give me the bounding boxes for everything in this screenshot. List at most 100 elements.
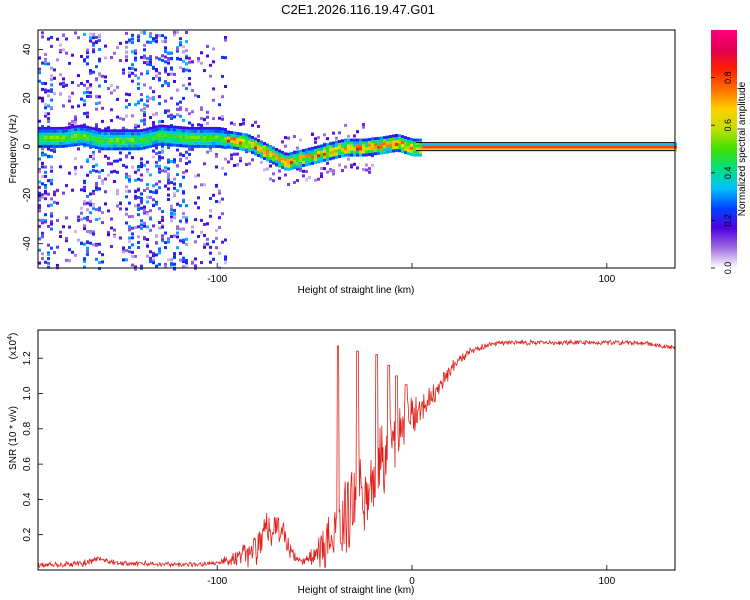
spectrogram-cell bbox=[206, 110, 209, 114]
spectrogram-cell bbox=[389, 147, 392, 150]
spectrogram-cell bbox=[56, 201, 59, 205]
spectrogram-cell bbox=[98, 206, 101, 210]
spectrogram-cell bbox=[314, 149, 317, 152]
spectrogram-cell bbox=[53, 147, 56, 151]
spectrogram-cell bbox=[161, 210, 164, 214]
spectrogram-cell bbox=[167, 84, 170, 88]
spectrogram-cell bbox=[608, 142, 611, 146]
spectrogram-cell bbox=[131, 67, 134, 70]
spectrogram-cell bbox=[467, 142, 470, 146]
spectrogram-cell bbox=[191, 141, 194, 145]
spectrogram-cell bbox=[317, 151, 320, 155]
spectrogram-cell bbox=[182, 212, 185, 215]
spectrogram-cell bbox=[197, 135, 200, 139]
spectrogram-cell bbox=[332, 156, 335, 160]
spectrogram-cell bbox=[200, 51, 203, 55]
spectrogram-cell bbox=[131, 141, 134, 145]
spectrogram-cell bbox=[44, 197, 47, 201]
spectrogram-cell bbox=[110, 226, 113, 230]
spectrogram-cell bbox=[86, 48, 89, 52]
spectrogram-cell bbox=[53, 76, 56, 80]
spectrogram-cell bbox=[110, 141, 113, 145]
spectrogram-cell bbox=[71, 81, 74, 84]
spectrogram-cell bbox=[329, 157, 332, 161]
spectrogram-cell bbox=[92, 136, 95, 140]
spectrogram-cell bbox=[161, 34, 164, 38]
spectrogram-cell bbox=[281, 156, 284, 160]
spectrogram-cell bbox=[41, 151, 44, 155]
spectrogram-cell bbox=[632, 148, 635, 152]
spectrogram-cell bbox=[50, 83, 53, 87]
spectrogram-cell bbox=[296, 179, 299, 182]
spectrogram-cell bbox=[164, 142, 167, 146]
spectrogram-cell bbox=[374, 149, 377, 153]
spectrogram-cell bbox=[140, 157, 143, 161]
spectrogram-cell bbox=[269, 157, 272, 160]
spectrogram-cell bbox=[62, 126, 65, 130]
spectrogram-cell bbox=[206, 141, 209, 145]
spectrogram-cell bbox=[179, 258, 182, 262]
spectrogram-cell bbox=[272, 146, 275, 150]
spectrogram-cell bbox=[383, 136, 386, 140]
spectrogram-cell bbox=[527, 142, 530, 146]
spectrogram-cell bbox=[230, 134, 233, 137]
spectrogram-cell bbox=[407, 152, 410, 155]
spectrogram-cell bbox=[161, 234, 164, 238]
spectrogram-cell bbox=[47, 117, 50, 120]
spectrogram-cell bbox=[182, 256, 185, 260]
spectrogram-cell bbox=[191, 230, 194, 234]
spectrogram-cell bbox=[47, 112, 50, 116]
spectrogram-cell bbox=[359, 144, 362, 148]
spectrogram-cell bbox=[92, 150, 95, 154]
spectrogram-cell bbox=[149, 86, 152, 90]
spectrogram-cell bbox=[239, 135, 242, 139]
spectrogram-cell bbox=[92, 127, 95, 131]
spectrogram-cell bbox=[233, 122, 236, 126]
spectrogram-cell bbox=[101, 221, 104, 225]
spectrogram-cell bbox=[563, 148, 566, 152]
spectrogram-cell bbox=[122, 71, 125, 75]
spectrogram-cell bbox=[524, 148, 527, 152]
spectrogram-cell bbox=[173, 234, 176, 238]
spectrogram-cell bbox=[245, 150, 248, 154]
spectrogram-cell bbox=[356, 153, 359, 157]
spectrogram-x-tick-label: -100 bbox=[207, 274, 227, 285]
spectrogram-cell bbox=[95, 169, 98, 173]
spectrogram-cell bbox=[161, 127, 164, 131]
spectrogram-cell bbox=[224, 36, 227, 39]
spectrogram-cell bbox=[152, 149, 155, 153]
spectrogram-cell bbox=[584, 148, 587, 152]
spectrogram-cell bbox=[47, 132, 50, 136]
spectrogram-cell bbox=[47, 94, 50, 98]
spectrogram-cell bbox=[272, 149, 275, 153]
spectrogram-cell bbox=[344, 147, 347, 151]
spectrogram-cell bbox=[647, 142, 650, 146]
spectrogram-cell bbox=[209, 251, 212, 255]
spectrogram-cell bbox=[284, 144, 287, 148]
spectrogram-cell bbox=[95, 102, 98, 106]
spectrogram-cell bbox=[155, 164, 158, 168]
spectrogram-cell bbox=[65, 144, 68, 148]
spectrogram-cell bbox=[401, 147, 404, 151]
spectrogram-cell bbox=[164, 60, 167, 64]
spectrogram-cell bbox=[185, 132, 188, 136]
spectrogram-cell bbox=[38, 196, 41, 200]
spectrogram-cell bbox=[542, 142, 545, 146]
spectrogram-cell bbox=[260, 155, 263, 159]
spectrogram-cell bbox=[143, 224, 146, 228]
spectrogram-cell bbox=[89, 144, 92, 148]
spectrogram-cell bbox=[488, 142, 491, 146]
spectrogram-cell bbox=[284, 164, 287, 168]
spectrogram-cell bbox=[185, 150, 188, 154]
spectrogram-cell bbox=[173, 177, 176, 181]
spectrogram-cell bbox=[359, 141, 362, 145]
spectrogram-cell bbox=[167, 51, 170, 55]
spectrogram-cell bbox=[128, 201, 131, 205]
spectrogram-cell bbox=[170, 67, 173, 71]
spectrogram-cell bbox=[146, 60, 149, 64]
snr-y-tick-label: 1.2 bbox=[22, 351, 33, 365]
spectrogram-cell bbox=[83, 103, 86, 107]
spectrogram-cell bbox=[185, 265, 188, 269]
spectrogram-cell bbox=[170, 181, 173, 185]
spectrogram-cell bbox=[374, 143, 377, 147]
